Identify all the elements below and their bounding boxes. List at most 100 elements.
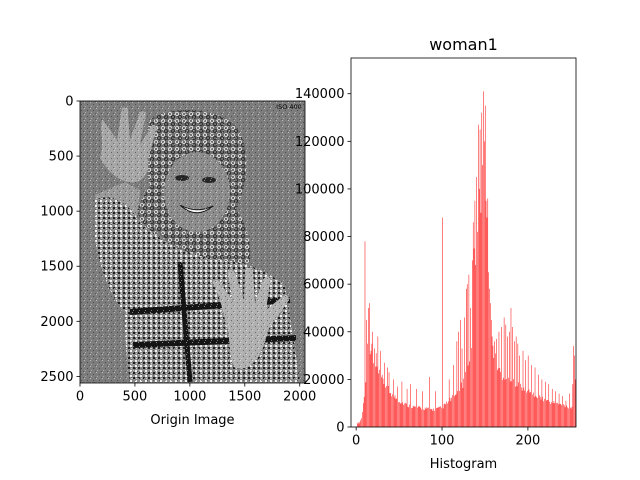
- histogram-bar: [398, 402, 399, 427]
- histogram-bar: [457, 391, 458, 427]
- image-y-tick-label: 1500: [40, 260, 73, 275]
- histogram-bar: [536, 397, 537, 427]
- image-frame: [79, 100, 306, 384]
- histogram-bar: [366, 319, 367, 427]
- histogram-bar: [505, 324, 507, 427]
- histogram-bar: [540, 399, 542, 427]
- histogram-bar: [543, 401, 544, 427]
- histogram-bar: [393, 397, 395, 427]
- histogram-bar: [554, 403, 556, 427]
- histogram-bar: [482, 165, 483, 427]
- histogram-bar: [427, 408, 428, 427]
- histogram-bar: [381, 377, 382, 427]
- histogram-bar: [381, 374, 383, 427]
- histogram-bar: [515, 386, 516, 427]
- histogram-bar: [529, 392, 531, 427]
- image-x-tick-label: 2000: [283, 390, 316, 405]
- histogram-bar: [472, 260, 473, 427]
- histogram-bar: [503, 377, 504, 427]
- histogram-bar: [468, 274, 470, 427]
- histogram-bar: [530, 391, 531, 427]
- histogram-bar: [453, 365, 454, 427]
- histogram-bar: [556, 402, 557, 427]
- histogram-bar: [496, 338, 497, 427]
- histogram-bar: [551, 402, 552, 427]
- histogram-bar: [436, 407, 438, 427]
- histogram-bar: [397, 386, 398, 427]
- histogram-bar: [495, 353, 496, 427]
- histogram-bar: [463, 378, 464, 427]
- histogram-bar: [388, 372, 390, 427]
- histogram-bar: [359, 422, 361, 427]
- histogram-bar: [443, 404, 445, 427]
- image-y-tick-label: 1000: [40, 205, 73, 220]
- histogram-bar: [365, 382, 367, 427]
- histogram-bar: [547, 400, 549, 427]
- histogram-bar: [465, 372, 466, 427]
- histogram-bar: [533, 392, 534, 427]
- histogram-bar: [518, 382, 519, 427]
- histogram-bar: [423, 409, 424, 427]
- histogram-bar: [377, 336, 379, 427]
- histogram-y-tick-label: 0: [336, 421, 344, 436]
- histogram-x-tick-label: 200: [515, 434, 540, 449]
- histogram-bar: [511, 381, 513, 427]
- histogram-bar: [395, 399, 397, 427]
- histogram-bar: [478, 124, 479, 427]
- histogram-bar: [476, 177, 477, 427]
- histogram-bar: [449, 397, 451, 427]
- histogram-bar: [389, 393, 391, 427]
- histogram-bar: [450, 400, 452, 427]
- histogram-y-tick-label: 40000: [303, 325, 344, 340]
- histogram-bar: [372, 331, 373, 427]
- histogram-frame: [350, 57, 577, 428]
- histogram-bar: [442, 408, 444, 427]
- image-x-tick-label: 1500: [228, 390, 261, 405]
- histogram-x-tick-label: 0: [352, 434, 360, 449]
- histogram-axes: 0 100 200 0 20000 40000 60000 80000 100000 12000…: [295, 35, 577, 472]
- histogram-bar: [439, 406, 440, 427]
- histogram-bar: [570, 408, 572, 427]
- histogram-bar: [527, 355, 529, 427]
- histogram-bar: [460, 382, 462, 427]
- histogram-bar: [357, 423, 358, 427]
- histogram-bar: [414, 406, 416, 427]
- histogram-bar: [461, 348, 463, 427]
- histogram-bar: [361, 418, 362, 427]
- histogram-bar: [480, 212, 482, 427]
- histogram-bar: [438, 406, 440, 427]
- histogram-x-tick-label: 100: [430, 434, 455, 449]
- histogram-bar: [364, 241, 366, 427]
- histogram-bar: [484, 105, 486, 427]
- histogram-bar: [458, 331, 459, 427]
- histogram-bar: [430, 409, 431, 427]
- histogram-bar: [387, 385, 389, 427]
- histogram-bar: [489, 288, 490, 427]
- histogram-bar: [516, 386, 518, 427]
- histogram-bar: [440, 406, 441, 427]
- histogram-bar: [500, 372, 501, 427]
- histogram-bar: [413, 405, 415, 427]
- histogram-bar: [526, 392, 527, 427]
- histogram-bar: [373, 363, 374, 427]
- histogram-bar: [421, 409, 422, 427]
- histogram-bar: [375, 353, 377, 427]
- histogram-bar: [539, 395, 540, 427]
- histogram-bar: [528, 389, 530, 427]
- histogram-bar: [368, 307, 369, 427]
- histogram-bar: [550, 403, 551, 427]
- histogram-bar: [573, 346, 574, 427]
- histogram-bar: [544, 398, 545, 427]
- histogram-bar: [569, 393, 570, 427]
- histogram-bar: [399, 402, 400, 427]
- histogram-bar: [499, 367, 501, 427]
- histogram-y-tick-label: 140000: [295, 87, 345, 102]
- histogram-bar: [466, 284, 468, 427]
- histogram-bar: [384, 362, 385, 427]
- histogram-bar: [405, 402, 406, 427]
- histogram-bar: [503, 317, 505, 427]
- histogram-bar: [515, 336, 517, 427]
